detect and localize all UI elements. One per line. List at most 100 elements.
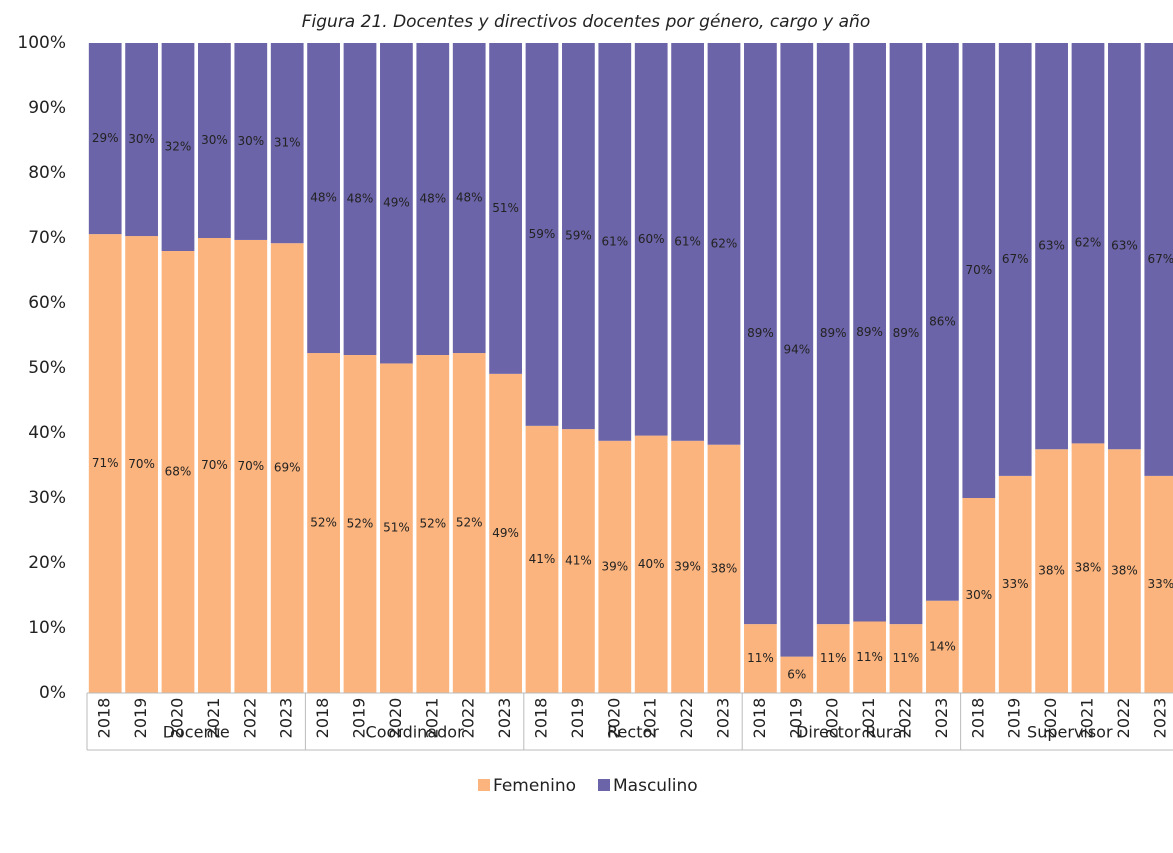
data-label: 40% bbox=[638, 557, 665, 571]
data-label: 48% bbox=[419, 192, 446, 206]
bar-segment bbox=[1035, 43, 1068, 450]
bar-segment bbox=[88, 43, 122, 235]
data-label: 48% bbox=[456, 191, 483, 205]
bar-segment bbox=[416, 355, 450, 693]
x-tick-label: 2022 bbox=[677, 698, 696, 739]
data-label: 49% bbox=[492, 526, 519, 540]
bar-segment bbox=[889, 43, 923, 625]
x-tick-label: 2018 bbox=[532, 698, 551, 739]
y-tick-label: 20% bbox=[28, 553, 66, 573]
data-label: 52% bbox=[456, 516, 483, 530]
bar-segment bbox=[489, 43, 522, 374]
data-label: 51% bbox=[492, 201, 519, 215]
bar-segment bbox=[1071, 443, 1105, 693]
data-label: 68% bbox=[165, 465, 192, 479]
bar-segment bbox=[598, 440, 632, 693]
bar-segment bbox=[234, 239, 268, 693]
bar-segment bbox=[380, 363, 413, 693]
x-tick-label: 2023 bbox=[932, 698, 951, 739]
bar-segment bbox=[270, 43, 304, 244]
bar-segment bbox=[853, 621, 886, 693]
bar-segment bbox=[234, 43, 268, 240]
bar-segment bbox=[525, 43, 559, 426]
bar-segment bbox=[380, 43, 413, 364]
x-tick-label: 2021 bbox=[859, 698, 878, 739]
bar-segment bbox=[962, 43, 996, 498]
x-tick-label: 2020 bbox=[386, 698, 405, 739]
x-tick-label: 2018 bbox=[968, 698, 987, 739]
group-label: Director Rural bbox=[796, 723, 907, 742]
x-tick-label: 2019 bbox=[1005, 698, 1024, 739]
bar-segment bbox=[198, 238, 231, 693]
data-label: 49% bbox=[383, 196, 410, 210]
data-label: 63% bbox=[1111, 239, 1138, 253]
bar-segment bbox=[634, 435, 668, 693]
data-label: 89% bbox=[893, 326, 920, 340]
bar-segment bbox=[562, 429, 595, 693]
bar-segment bbox=[816, 43, 850, 625]
bar-segment bbox=[562, 43, 595, 430]
data-label: 48% bbox=[347, 192, 374, 206]
data-label: 71% bbox=[92, 456, 119, 470]
bar-segment bbox=[744, 624, 777, 693]
bar-segment bbox=[671, 43, 704, 441]
bar-segment bbox=[307, 353, 340, 693]
data-label: 60% bbox=[638, 232, 665, 246]
y-tick-label: 30% bbox=[28, 488, 66, 508]
data-label: 52% bbox=[310, 516, 337, 530]
y-tick-label: 70% bbox=[28, 228, 66, 248]
data-label: 51% bbox=[383, 521, 410, 535]
data-label: 38% bbox=[711, 561, 738, 575]
data-label: 29% bbox=[92, 131, 119, 145]
data-label: 59% bbox=[529, 227, 556, 241]
legend-swatch bbox=[598, 779, 610, 791]
data-label: 94% bbox=[783, 342, 810, 356]
data-label: 38% bbox=[1111, 564, 1138, 578]
data-label: 14% bbox=[929, 639, 956, 653]
x-tick-label: 2019 bbox=[786, 698, 805, 739]
data-label: 62% bbox=[1075, 236, 1102, 250]
bar-segment bbox=[889, 624, 923, 693]
data-label: 41% bbox=[529, 552, 556, 566]
x-tick-label: 2023 bbox=[1150, 698, 1169, 739]
data-label: 33% bbox=[1147, 577, 1173, 591]
data-label: 48% bbox=[310, 191, 337, 205]
bar-segment bbox=[598, 43, 632, 441]
data-label: 11% bbox=[747, 651, 774, 665]
data-label: 69% bbox=[274, 461, 301, 475]
bar-segment bbox=[161, 43, 195, 251]
data-label: 39% bbox=[674, 559, 701, 573]
x-tick-label: 2021 bbox=[641, 698, 660, 739]
bar-segment bbox=[853, 43, 886, 622]
x-tick-label: 2021 bbox=[422, 698, 441, 739]
y-tick-label: 60% bbox=[28, 293, 66, 313]
bar-segment bbox=[962, 498, 996, 693]
x-tick-label: 2019 bbox=[350, 698, 369, 739]
chart-title: Figura 21. Docentes y directivos docente… bbox=[302, 12, 871, 32]
bar-segment bbox=[1144, 475, 1173, 693]
data-label: 30% bbox=[128, 132, 155, 146]
x-tick-label: 2020 bbox=[823, 698, 842, 739]
y-tick-label: 40% bbox=[28, 423, 66, 443]
group-label: Rector bbox=[607, 723, 659, 742]
x-tick-label: 2020 bbox=[604, 698, 623, 739]
x-tick-label: 2023 bbox=[495, 698, 514, 739]
bar-segment bbox=[634, 43, 668, 436]
data-label: 32% bbox=[165, 140, 192, 154]
data-label: 38% bbox=[1075, 561, 1102, 575]
bar-segment bbox=[161, 251, 195, 693]
x-tick-label: 2023 bbox=[714, 698, 733, 739]
data-label: 67% bbox=[1147, 252, 1173, 266]
data-label: 11% bbox=[820, 651, 847, 665]
data-label: 63% bbox=[1038, 239, 1065, 253]
y-tick-label: 10% bbox=[28, 618, 66, 638]
x-tick-label: 2023 bbox=[277, 698, 296, 739]
data-label: 41% bbox=[565, 554, 592, 568]
x-tick-label: 2019 bbox=[568, 698, 587, 739]
x-tick-label: 2020 bbox=[1041, 698, 1060, 739]
bar-segment bbox=[125, 236, 158, 694]
bar-segment bbox=[780, 656, 814, 693]
y-tick-label: 90% bbox=[28, 98, 66, 118]
bar-segment bbox=[489, 373, 522, 693]
